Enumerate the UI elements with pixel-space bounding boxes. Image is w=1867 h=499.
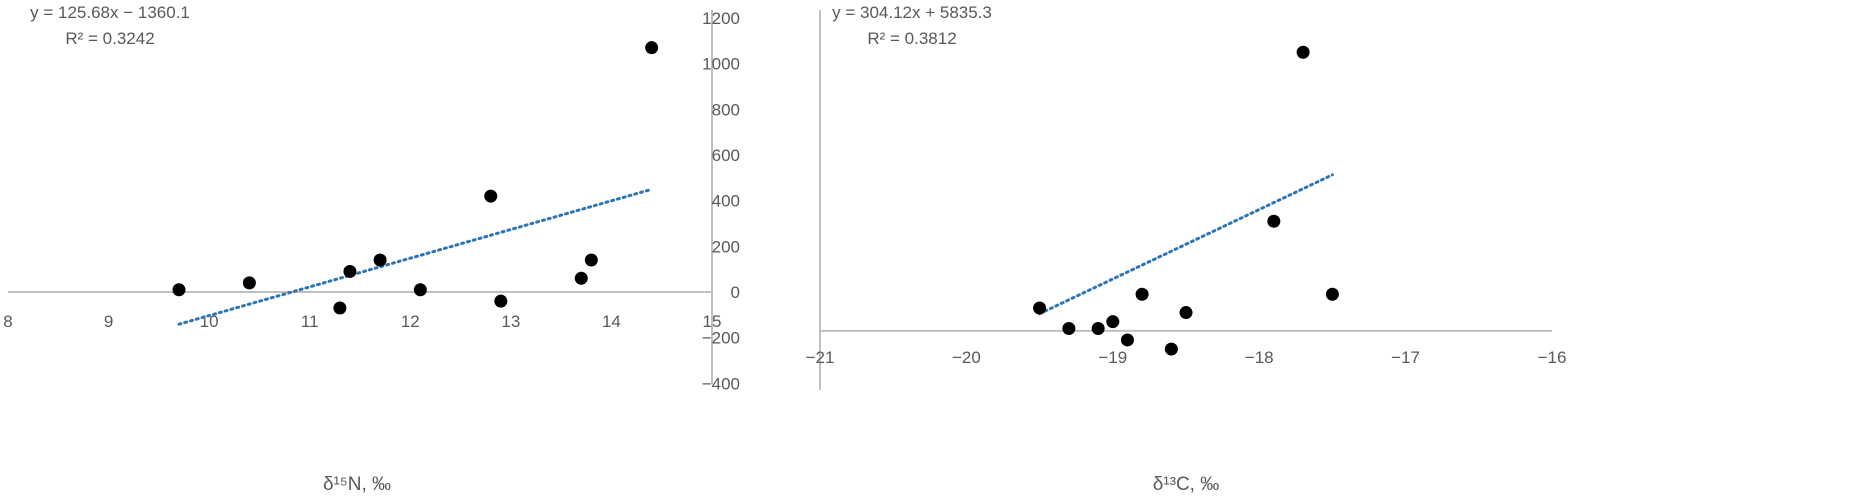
x-tick-label: −20 <box>952 348 981 367</box>
x-tick-label: −16 <box>1538 348 1567 367</box>
data-point <box>1062 322 1076 336</box>
data-point <box>172 283 186 297</box>
y-tick-label: −200 <box>702 329 740 348</box>
data-point <box>574 271 588 285</box>
y-tick-label: 1200 <box>702 9 740 28</box>
y-tick-label: 0 <box>731 283 740 302</box>
r-squared-label: R² = 0.3242 <box>65 29 154 48</box>
r-squared-label: R² = 0.3812 <box>867 29 956 48</box>
y-tick-label: 400 <box>712 192 740 211</box>
trendline-equation: y = 125.68x − 1360.1 <box>30 3 190 22</box>
y-tick-label: 1000 <box>702 55 740 74</box>
data-point <box>1033 301 1047 315</box>
x-tick-label: −18 <box>1245 348 1274 367</box>
x-tick-label: 9 <box>104 312 113 331</box>
data-point <box>494 294 508 308</box>
x-tick-label: 14 <box>602 312 621 331</box>
x-tick-label: 11 <box>301 312 319 331</box>
trendline-equation: y = 304.12x + 5835.3 <box>832 3 992 22</box>
data-point <box>1120 333 1134 347</box>
x-tick-label: 12 <box>401 312 420 331</box>
data-point <box>333 301 347 315</box>
chart-d13c: −21 −20 −19 −18 −17 −16 y = 304.12x + 5835.3 R²… <box>806 3 1567 495</box>
x-tick-label: −21 <box>806 348 835 367</box>
x-tick-label: 8 <box>3 312 12 331</box>
data-point <box>242 276 256 290</box>
trendline <box>177 187 654 326</box>
data-point <box>343 264 357 278</box>
y-tick-label: −400 <box>702 374 740 393</box>
trendline <box>1038 173 1334 316</box>
x-tick-label: 15 <box>703 312 722 331</box>
data-point <box>1267 214 1281 228</box>
data-point <box>484 189 498 203</box>
y-tick-label: 800 <box>712 100 740 119</box>
data-point <box>1296 45 1310 59</box>
x-tick-label: 13 <box>501 312 520 331</box>
data-point <box>1135 287 1149 301</box>
x-axis-title: δ¹³C, ‰ <box>1153 474 1220 495</box>
x-tick-label: −19 <box>1098 348 1127 367</box>
y-tick-label: 200 <box>712 237 740 256</box>
x-tick-label: −17 <box>1391 348 1420 367</box>
x-axis-title: δ¹⁵N, ‰ <box>323 474 391 495</box>
data-point <box>1106 315 1120 329</box>
data-point <box>584 253 598 267</box>
data-point <box>1164 342 1178 356</box>
data-point <box>1091 322 1105 336</box>
data-point <box>413 283 427 297</box>
data-point <box>645 41 659 55</box>
chart-d15n: 8 9 10 11 12 13 14 15−400−200020040060080010001… <box>3 3 740 495</box>
y-tick-label: 600 <box>712 146 740 165</box>
data-point <box>373 253 387 267</box>
data-point <box>1325 287 1339 301</box>
data-point <box>1179 306 1193 320</box>
